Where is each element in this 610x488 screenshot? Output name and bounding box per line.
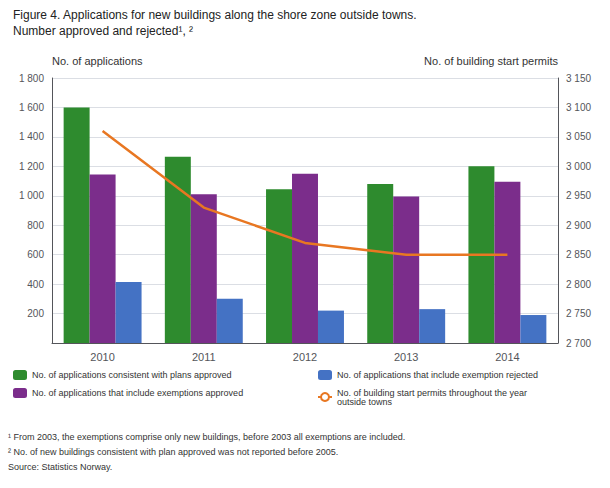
svg-text:No. of applications that inclu: No. of applications that include exempti… [337,370,538,380]
svg-text:2014: 2014 [495,351,519,363]
svg-text:1 000: 1 000 [19,190,44,201]
svg-text:2013: 2013 [394,351,418,363]
svg-text:3 050: 3 050 [566,131,591,142]
svg-text:Number approved and rejected¹,: Number approved and rejected¹, ² [13,24,193,38]
svg-text:2 700: 2 700 [566,338,591,349]
svg-text:400: 400 [27,279,44,290]
svg-text:1 200: 1 200 [19,161,44,172]
svg-text:2011: 2011 [192,351,216,363]
svg-text:2012: 2012 [293,351,317,363]
svg-text:outside towns: outside towns [337,397,393,407]
svg-text:Source: Statistics Norway.: Source: Statistics Norway. [8,462,112,472]
svg-text:1 400: 1 400 [19,131,44,142]
svg-text:600: 600 [27,249,44,260]
svg-text:3 100: 3 100 [566,102,591,113]
svg-text:2 750: 2 750 [566,308,591,319]
svg-text:No. of applications that inclu: No. of applications that include exempti… [32,388,243,398]
svg-text:No. of applications consistent: No. of applications consistent with plan… [32,370,232,380]
svg-text:2010: 2010 [90,351,114,363]
svg-text:¹ From 2003, the exemptions co: ¹ From 2003, the exemptions comprise onl… [8,432,405,442]
svg-text:No. of building start permits: No. of building start permits throughout… [337,387,528,398]
svg-text:No. of building start permits: No. of building start permits [424,55,558,67]
svg-text:2 800: 2 800 [566,279,591,290]
svg-text:2 850: 2 850 [566,249,591,260]
svg-text:2 900: 2 900 [566,220,591,231]
svg-text:2 950: 2 950 [566,190,591,201]
svg-text:No. of applications: No. of applications [52,55,143,67]
svg-text:3 150: 3 150 [566,73,591,84]
svg-text:800: 800 [27,220,44,231]
svg-text:3 000: 3 000 [566,161,591,172]
svg-text:² No. of new buildings consist: ² No. of new buildings consistent with p… [8,447,338,457]
svg-text:1 800: 1 800 [19,73,44,84]
svg-text:200: 200 [27,308,44,319]
svg-text:1 600: 1 600 [19,102,44,113]
svg-text:Figure 4. Applications for new: Figure 4. Applications for new buildings… [13,8,417,22]
